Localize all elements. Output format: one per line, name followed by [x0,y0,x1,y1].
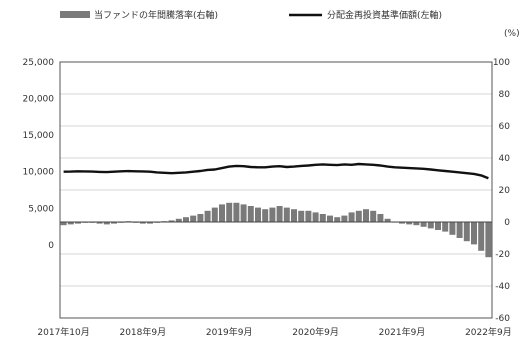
x-tick-label: 2018年9月 [119,326,166,338]
bar [435,222,441,230]
bar [384,218,391,222]
right-axis: -60 -40 -20 0 20 40 60 80 100 [493,58,510,324]
right-tick-label: 40 [499,154,511,164]
bar [255,207,261,222]
bar [190,215,197,222]
legend-bar-label: 当ファンドの年間騰落率(右軸) [94,9,218,21]
bar [298,210,305,222]
bar [485,222,492,258]
bar [60,222,67,226]
x-tick-label: 2021年9月 [379,326,426,338]
x-tick-label: 2017年10月 [37,326,89,338]
bar [262,209,269,222]
bar [197,214,204,222]
bar [291,209,297,222]
line-series [63,162,489,180]
bar [96,222,103,224]
x-tick-label: 2020年9月 [292,326,339,338]
grid [60,61,492,319]
bar [219,204,225,222]
bar [183,217,189,222]
bar [204,210,211,222]
bar [413,222,420,226]
legend-line-label: 分配金再投資基準価額(左軸) [327,9,442,21]
bar [111,222,117,224]
left-tick-label: 25,000 [23,58,55,68]
bar [168,220,175,222]
bar [442,222,449,232]
right-tick-label: -20 [495,250,510,260]
bar [456,222,463,238]
right-tick-label: 0 [504,218,510,228]
right-tick-label: 100 [493,58,510,68]
right-tick-label: -40 [495,282,510,292]
legend: 当ファンドの年間騰落率(右軸) 分配金再投資基準価額(左軸) [60,9,442,21]
bar [139,222,146,224]
bar [269,207,276,222]
bar [377,214,384,222]
left-tick-label: 20,000 [23,95,55,105]
left-tick-label: 5,000 [28,204,54,214]
bar [463,222,470,242]
bar [319,214,326,222]
plot-frame [59,61,493,319]
bar-series [60,202,492,258]
right-tick-label: 80 [499,90,511,100]
left-axis: 0 5,000 10,000 15,000 20,000 25,000 [23,58,55,251]
bar [427,222,434,229]
bar [420,222,427,227]
bar [363,209,369,222]
x-tick-label: 2019年9月 [206,326,253,338]
left-tick-label: 0 [48,241,54,251]
bar [370,210,377,222]
bar [211,207,218,222]
x-tick-label: 2022年9月 [465,326,512,338]
bar [348,212,355,222]
bar [75,222,81,224]
bar [399,222,405,224]
bar [471,222,477,245]
left-tick-label: 15,000 [23,131,55,141]
bar [175,218,182,222]
right-axis-unit: (%) [504,29,520,39]
left-tick-label: 10,000 [23,168,55,178]
bar [240,204,247,222]
bar [334,217,341,222]
bar [247,206,254,222]
bar [226,202,233,222]
bar [103,222,110,225]
bar [67,222,74,225]
bar [283,207,290,222]
nav-line [63,162,489,180]
bar [355,210,362,222]
bar [449,222,456,235]
bar [327,215,333,222]
bar [312,212,319,222]
bar [406,222,413,225]
x-axis: 2017年10月 2018年9月 2019年9月 2020年9月 2021年9月 2022… [37,326,511,338]
right-tick-label: 60 [499,122,511,132]
bar [305,210,312,222]
bar [276,206,283,222]
bar [478,222,485,251]
right-tick-label: 20 [499,186,511,196]
bar [341,215,348,222]
right-tick-label: -60 [495,314,510,324]
bar [233,202,240,222]
legend-bar-swatch [60,11,90,18]
bar [147,222,153,224]
